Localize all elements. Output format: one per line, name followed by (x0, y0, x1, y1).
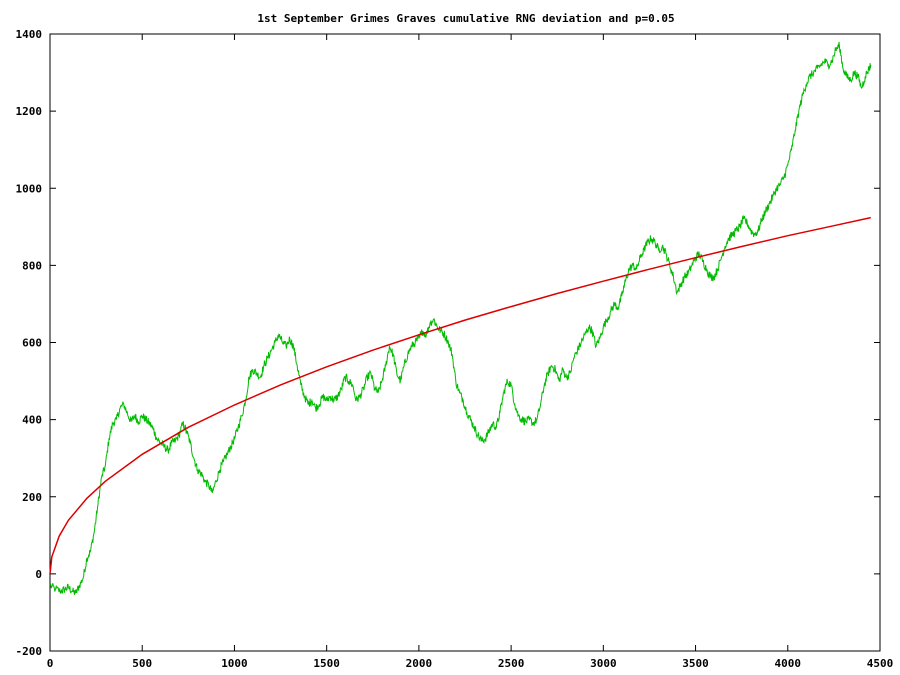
x-tick-label: 1000 (221, 657, 248, 670)
series-layer (49, 41, 872, 595)
x-tick-label: 2000 (406, 657, 433, 670)
chart-title: 1st September Grimes Graves cumulative R… (257, 12, 674, 25)
x-tick-label: 0 (47, 657, 54, 670)
y-tick-label: 1000 (16, 182, 43, 195)
x-tick-label: 2500 (498, 657, 525, 670)
x-axis-ticks: 0 500 1000 1500 2000 2500 3000 3500 4000 4500 (47, 34, 894, 670)
y-tick-label: 1200 (16, 105, 43, 118)
series-cumulative-deviation-line (49, 41, 872, 595)
y-tick-label: 1400 (16, 28, 43, 41)
x-tick-label: 1500 (313, 657, 340, 670)
y-tick-label: 0 (35, 568, 42, 581)
x-tick-label: 3000 (590, 657, 617, 670)
y-tick-label: 800 (22, 259, 42, 272)
x-tick-label: 3500 (682, 657, 709, 670)
y-tick-label: 200 (22, 491, 42, 504)
y-tick-label: 600 (22, 337, 42, 350)
y-axis-ticks: -200 0 200 400 600 800 1000 1200 1400 (16, 28, 880, 658)
y-tick-label: -200 (16, 645, 43, 658)
x-tick-label: 4000 (775, 657, 802, 670)
plot-area-frame (49, 33, 881, 652)
series-p005-threshold-line (49, 216, 871, 574)
y-tick-label: 400 (22, 414, 42, 427)
x-tick-label: 4500 (867, 657, 894, 670)
x-tick-label: 500 (132, 657, 152, 670)
